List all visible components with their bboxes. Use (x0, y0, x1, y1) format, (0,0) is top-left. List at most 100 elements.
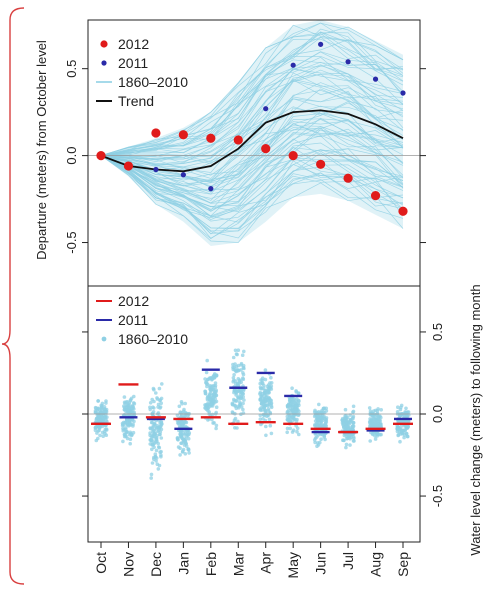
historical-point (130, 418, 135, 422)
historical-point (236, 381, 240, 386)
x-tick-label-jan: Jan (175, 552, 191, 575)
x-tick-label-dec: Dec (148, 552, 164, 577)
historical-point (210, 384, 215, 388)
historical-point (241, 371, 245, 375)
historical-point (213, 385, 218, 390)
historical-point (267, 417, 272, 422)
historical-point (96, 436, 100, 441)
historical-point (376, 407, 380, 411)
point-2012-jul (343, 173, 353, 183)
historical-trace (100, 38, 404, 156)
historical-point (234, 352, 239, 356)
x-tick-label-oct: Oct (93, 552, 109, 574)
historical-point (378, 423, 383, 428)
historical-point (210, 402, 214, 406)
legend-historical-label: 1860–2010 (118, 74, 188, 90)
historical-point (204, 380, 208, 385)
historical-point (122, 395, 127, 399)
historical-point (375, 411, 380, 416)
historical-point (315, 444, 319, 449)
historical-point (263, 368, 268, 372)
legend-2012-label: 2012 (118, 36, 149, 52)
historical-point (149, 435, 154, 439)
historical-point (322, 435, 327, 439)
top-legend: 2012 2011 1860–2010 Trend (96, 36, 188, 109)
historical-point (121, 422, 125, 427)
point-2012-aug (370, 190, 381, 201)
historical-point (149, 439, 154, 443)
historical-point (317, 402, 321, 407)
historical-point (285, 426, 290, 431)
top-y-tick-label: -0.5 (64, 231, 79, 253)
point-2012-sep (398, 206, 408, 216)
historical-point (126, 404, 131, 409)
historical-point (124, 400, 128, 404)
historical-point (319, 432, 323, 437)
historical-point (213, 381, 218, 385)
historical-point (156, 428, 161, 433)
x-tick-label-jul: Jul (340, 552, 356, 570)
historical-trace (100, 31, 404, 156)
historical-trace (100, 72, 404, 160)
historical-point (175, 436, 180, 441)
historical-trace (100, 36, 404, 156)
historical-point (348, 443, 352, 447)
historical-trace (100, 56, 404, 161)
historical-point (186, 436, 191, 441)
historical-point (371, 421, 375, 426)
historical-point (295, 429, 299, 434)
historical-trace (100, 125, 404, 193)
historical-point (402, 435, 406, 440)
legend-2011-label: 2011 (118, 312, 148, 328)
historical-point (344, 442, 349, 447)
historical-point (269, 375, 273, 380)
historical-point (241, 401, 245, 406)
historical-point (178, 453, 182, 457)
bottom-left-ticks (82, 331, 88, 497)
historical-point (180, 450, 185, 454)
historical-traces (100, 22, 404, 243)
historical-point (210, 412, 215, 417)
historical-point (158, 398, 163, 402)
historical-point (129, 433, 134, 438)
historical-trace (100, 120, 404, 187)
historical-point (105, 415, 109, 420)
historical-point (128, 437, 133, 442)
historical-point (315, 435, 319, 439)
historical-point (403, 428, 407, 432)
historical-point (351, 410, 355, 415)
historical-point (315, 423, 320, 427)
historical-point (288, 426, 293, 431)
historical-point (258, 381, 263, 386)
historical-point (232, 397, 236, 402)
historical-point (351, 435, 356, 439)
historical-point (148, 407, 152, 412)
historical-point (123, 433, 128, 438)
historical-trace (100, 119, 404, 183)
historical-point (347, 420, 352, 425)
historical-point (262, 383, 266, 388)
series-2012-dashes (91, 383, 413, 434)
historical-point (371, 411, 375, 416)
historical-point (152, 434, 157, 439)
historical-point (341, 438, 346, 443)
historical-trace (100, 59, 404, 156)
historical-point (150, 461, 155, 465)
point-2012-nov (123, 161, 134, 171)
historical-trace (100, 123, 404, 204)
historical-point (151, 386, 156, 391)
historical-point (104, 427, 109, 431)
historical-point (236, 395, 240, 400)
historical-point (155, 462, 160, 467)
historical-point (297, 403, 301, 408)
legend-historical-marker (101, 336, 107, 342)
historical-point (316, 441, 320, 445)
historical-point (235, 426, 239, 430)
historical-point (259, 422, 263, 427)
historical-point (214, 389, 218, 394)
historical-point (149, 476, 153, 480)
historical-point (96, 414, 101, 419)
historical-point (205, 358, 209, 363)
historical-point (266, 409, 271, 413)
